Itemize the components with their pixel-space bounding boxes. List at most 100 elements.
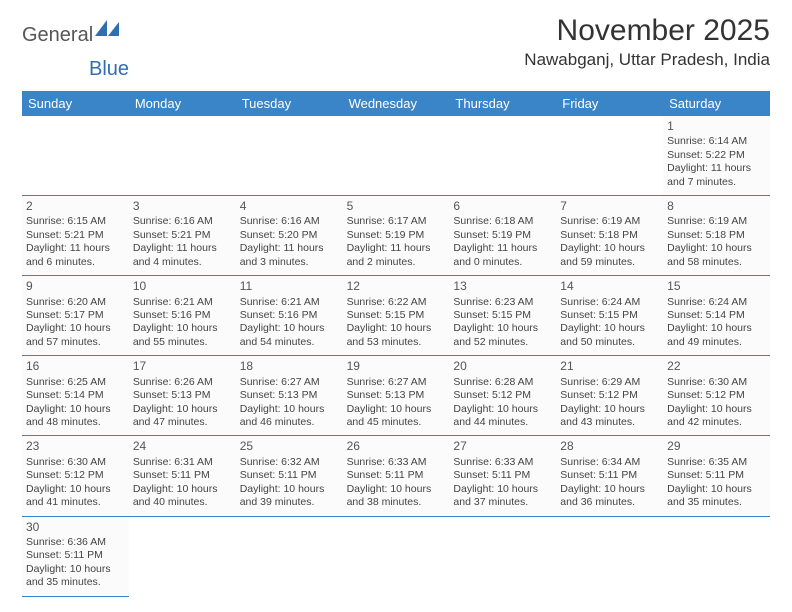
day-number: 25: [240, 439, 339, 454]
empty-cell: [663, 517, 770, 597]
day-cell: 15Sunrise: 6:24 AMSunset: 5:14 PMDayligh…: [663, 276, 770, 356]
sunrise-line: Sunrise: 6:17 AM: [347, 215, 446, 228]
daylight-line: Daylight: 10 hours and 46 minutes.: [240, 403, 339, 430]
day-cell: 11Sunrise: 6:21 AMSunset: 5:16 PMDayligh…: [236, 276, 343, 356]
day-number: 3: [133, 199, 232, 214]
daylight-line: Daylight: 10 hours and 53 minutes.: [347, 322, 446, 349]
day-cell: 8Sunrise: 6:19 AMSunset: 5:18 PMDaylight…: [663, 196, 770, 276]
day-cell: 10Sunrise: 6:21 AMSunset: 5:16 PMDayligh…: [129, 276, 236, 356]
day-number: 1: [667, 119, 766, 134]
day-number: 5: [347, 199, 446, 214]
sunrise-line: Sunrise: 6:25 AM: [26, 376, 125, 389]
empty-cell: [343, 116, 450, 196]
day-number: 28: [560, 439, 659, 454]
day-number: 23: [26, 439, 125, 454]
sunrise-line: Sunrise: 6:30 AM: [667, 376, 766, 389]
daylight-line: Daylight: 10 hours and 39 minutes.: [240, 483, 339, 510]
day-number: 21: [560, 359, 659, 374]
sunset-line: Sunset: 5:21 PM: [26, 229, 125, 242]
daylight-line: Daylight: 10 hours and 43 minutes.: [560, 403, 659, 430]
sunset-line: Sunset: 5:11 PM: [240, 469, 339, 482]
daylight-line: Daylight: 10 hours and 36 minutes.: [560, 483, 659, 510]
logo-sail-icon: [95, 20, 121, 41]
sunrise-line: Sunrise: 6:19 AM: [560, 215, 659, 228]
day-cell: 16Sunrise: 6:25 AMSunset: 5:14 PMDayligh…: [22, 356, 129, 436]
sunset-line: Sunset: 5:13 PM: [240, 389, 339, 402]
day-header: Tuesday: [236, 91, 343, 116]
sunrise-line: Sunrise: 6:33 AM: [453, 456, 552, 469]
sunrise-line: Sunrise: 6:22 AM: [347, 296, 446, 309]
sunrise-line: Sunrise: 6:14 AM: [667, 135, 766, 148]
empty-cell: [236, 116, 343, 196]
sunrise-line: Sunrise: 6:21 AM: [133, 296, 232, 309]
sunset-line: Sunset: 5:19 PM: [347, 229, 446, 242]
month-title: November 2025: [524, 14, 770, 48]
daylight-line: Daylight: 11 hours and 0 minutes.: [453, 242, 552, 269]
day-cell: 1Sunrise: 6:14 AMSunset: 5:22 PMDaylight…: [663, 116, 770, 196]
sunrise-line: Sunrise: 6:30 AM: [26, 456, 125, 469]
sunrise-line: Sunrise: 6:28 AM: [453, 376, 552, 389]
daylight-line: Daylight: 10 hours and 55 minutes.: [133, 322, 232, 349]
day-cell: 3Sunrise: 6:16 AMSunset: 5:21 PMDaylight…: [129, 196, 236, 276]
day-number: 9: [26, 279, 125, 294]
day-cell: 7Sunrise: 6:19 AMSunset: 5:18 PMDaylight…: [556, 196, 663, 276]
sunset-line: Sunset: 5:18 PM: [667, 229, 766, 242]
day-cell: 5Sunrise: 6:17 AMSunset: 5:19 PMDaylight…: [343, 196, 450, 276]
day-cell: 21Sunrise: 6:29 AMSunset: 5:12 PMDayligh…: [556, 356, 663, 436]
day-number: 14: [560, 279, 659, 294]
sunrise-line: Sunrise: 6:16 AM: [240, 215, 339, 228]
day-number: 6: [453, 199, 552, 214]
sunrise-line: Sunrise: 6:21 AM: [240, 296, 339, 309]
day-cell: 25Sunrise: 6:32 AMSunset: 5:11 PMDayligh…: [236, 436, 343, 516]
sunrise-line: Sunrise: 6:19 AM: [667, 215, 766, 228]
day-number: 26: [347, 439, 446, 454]
day-header: Thursday: [449, 91, 556, 116]
sunrise-line: Sunrise: 6:33 AM: [347, 456, 446, 469]
empty-cell: [129, 116, 236, 196]
sunset-line: Sunset: 5:13 PM: [347, 389, 446, 402]
daylight-line: Daylight: 10 hours and 47 minutes.: [133, 403, 232, 430]
sunset-line: Sunset: 5:12 PM: [667, 389, 766, 402]
day-number: 29: [667, 439, 766, 454]
day-number: 13: [453, 279, 552, 294]
sunrise-line: Sunrise: 6:24 AM: [667, 296, 766, 309]
day-header: Friday: [556, 91, 663, 116]
day-number: 18: [240, 359, 339, 374]
day-number: 22: [667, 359, 766, 374]
sunset-line: Sunset: 5:13 PM: [133, 389, 232, 402]
day-number: 20: [453, 359, 552, 374]
day-number: 8: [667, 199, 766, 214]
day-cell: 28Sunrise: 6:34 AMSunset: 5:11 PMDayligh…: [556, 436, 663, 516]
empty-cell: [22, 116, 129, 196]
sunrise-line: Sunrise: 6:35 AM: [667, 456, 766, 469]
daylight-line: Daylight: 10 hours and 42 minutes.: [667, 403, 766, 430]
daylight-line: Daylight: 11 hours and 2 minutes.: [347, 242, 446, 269]
sunset-line: Sunset: 5:12 PM: [560, 389, 659, 402]
day-number: 7: [560, 199, 659, 214]
daylight-line: Daylight: 10 hours and 45 minutes.: [347, 403, 446, 430]
daylight-line: Daylight: 10 hours and 48 minutes.: [26, 403, 125, 430]
sunrise-line: Sunrise: 6:23 AM: [453, 296, 552, 309]
day-header: Monday: [129, 91, 236, 116]
sunrise-line: Sunrise: 6:27 AM: [347, 376, 446, 389]
day-number: 30: [26, 520, 125, 535]
empty-cell: [236, 517, 343, 597]
day-cell: 13Sunrise: 6:23 AMSunset: 5:15 PMDayligh…: [449, 276, 556, 356]
empty-cell: [556, 517, 663, 597]
sunrise-line: Sunrise: 6:27 AM: [240, 376, 339, 389]
daylight-line: Daylight: 10 hours and 59 minutes.: [560, 242, 659, 269]
day-cell: 4Sunrise: 6:16 AMSunset: 5:20 PMDaylight…: [236, 196, 343, 276]
sunrise-line: Sunrise: 6:26 AM: [133, 376, 232, 389]
daylight-line: Daylight: 10 hours and 41 minutes.: [26, 483, 125, 510]
day-number: 11: [240, 279, 339, 294]
day-header: Wednesday: [343, 91, 450, 116]
day-cell: 2Sunrise: 6:15 AMSunset: 5:21 PMDaylight…: [22, 196, 129, 276]
day-cell: 22 Sunrise: 6:30 AMSunset: 5:12 PMDayligh…: [663, 356, 770, 436]
sunrise-line: Sunrise: 6:16 AM: [133, 215, 232, 228]
sunset-line: Sunset: 5:16 PM: [133, 309, 232, 322]
daylight-line: Daylight: 10 hours and 50 minutes.: [560, 322, 659, 349]
daylight-line: Daylight: 11 hours and 3 minutes.: [240, 242, 339, 269]
logo: General: [22, 20, 121, 51]
sunrise-line: Sunrise: 6:31 AM: [133, 456, 232, 469]
sunset-line: Sunset: 5:17 PM: [26, 309, 125, 322]
